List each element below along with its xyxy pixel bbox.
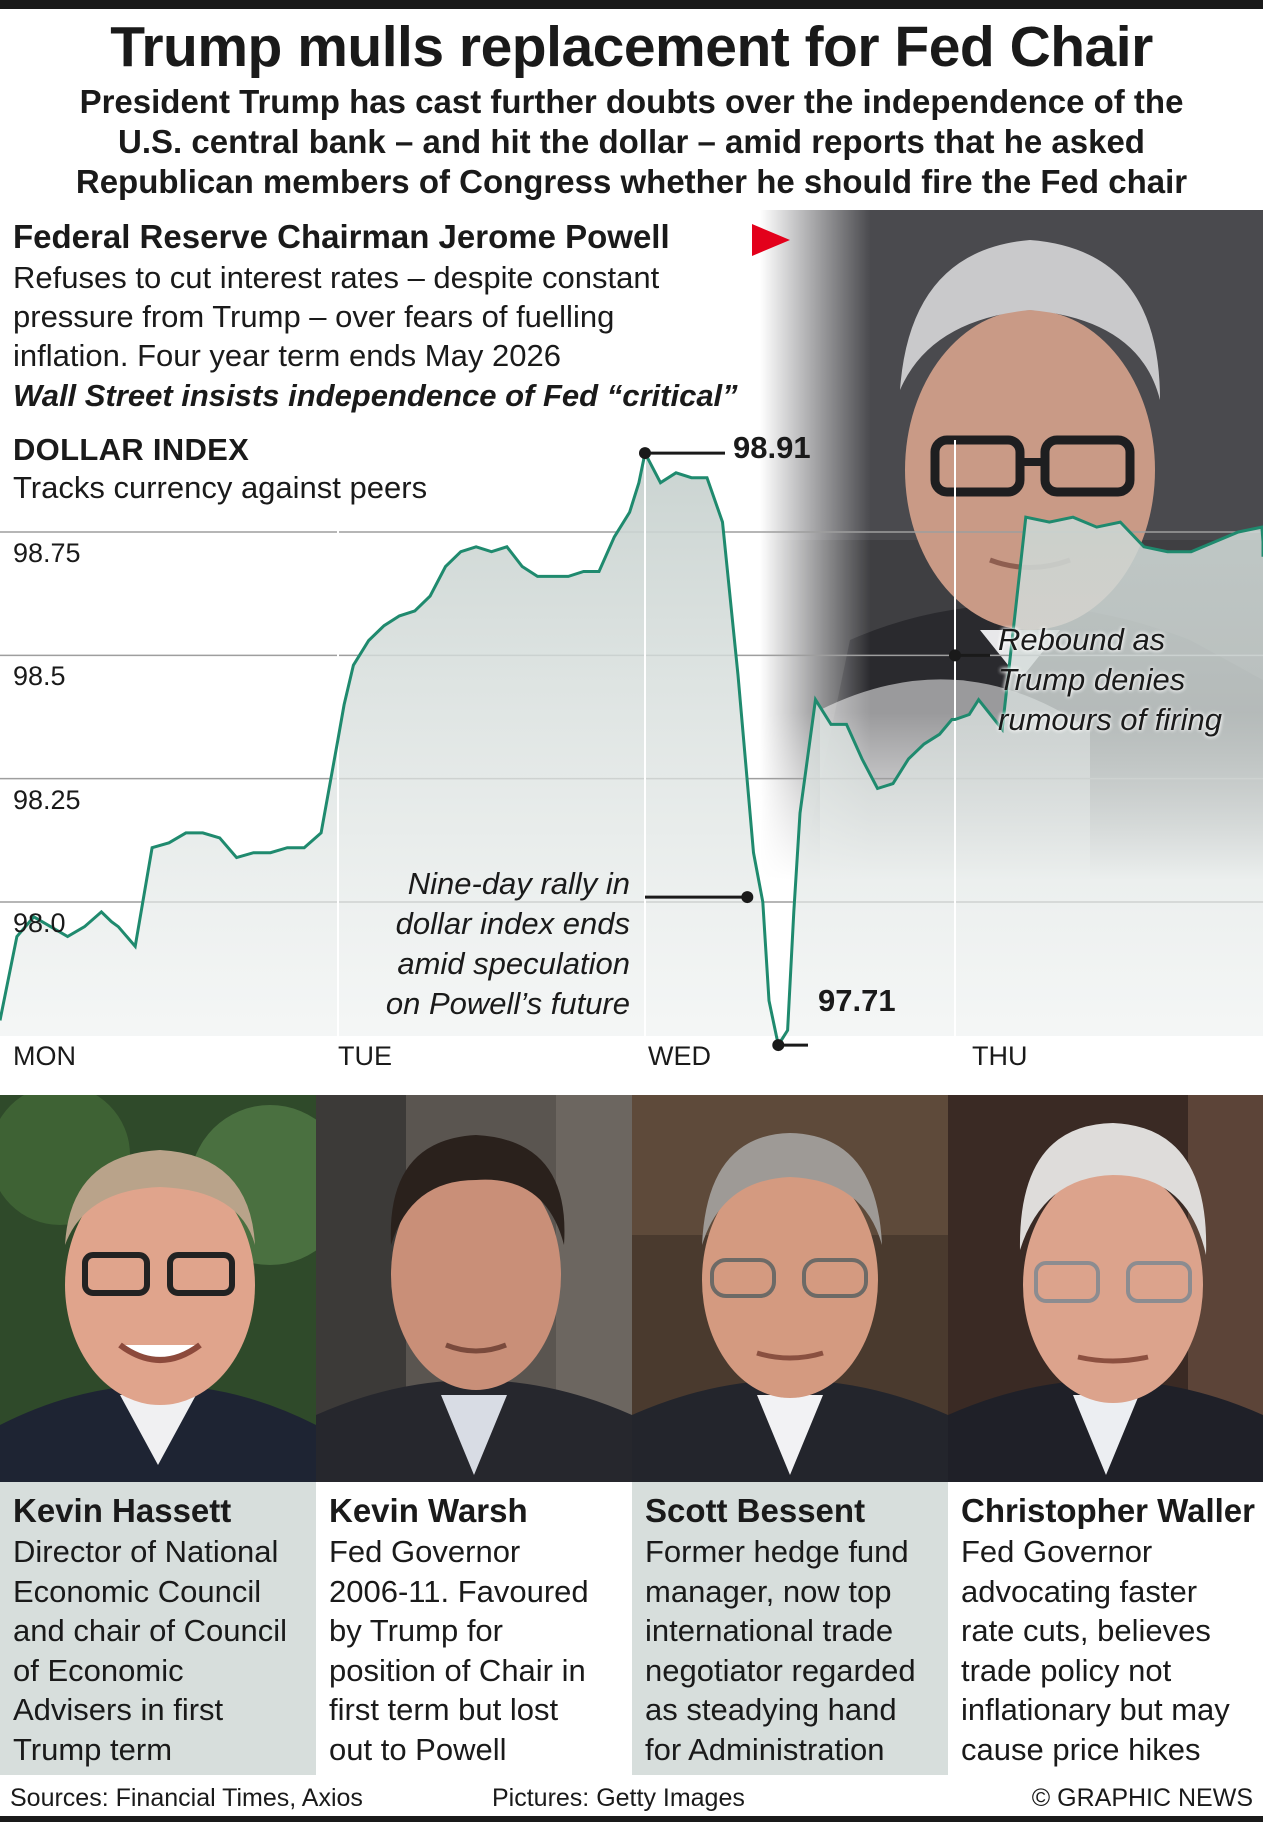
standfirst-line: U.S. central bank – and hit the dollar –… <box>118 123 1145 160</box>
y-tick-label: 98.5 <box>13 661 66 692</box>
candidate-panels: Kevin Hassett Director of National Econo… <box>0 1095 1263 1775</box>
description-line: inflationary but may <box>961 1692 1230 1727</box>
candidate-info: Kevin Hassett Director of National Econo… <box>0 1482 316 1775</box>
description-line: Economic Council <box>13 1573 262 1609</box>
rebound-annotation: Rebound as Trump denies rumours of firin… <box>998 620 1222 740</box>
peak-value-label: 98.91 <box>733 430 811 465</box>
annotation-line: on Powell’s future <box>385 986 630 1021</box>
candidate-card-bessent: Scott Bessent Former hedge fund manager,… <box>632 1095 948 1775</box>
description-line: Trump term <box>13 1731 173 1767</box>
powell-description: Refuses to cut interest rates – despite … <box>13 258 773 375</box>
standfirst-line: Republican members of Congress whether h… <box>75 163 1188 200</box>
candidate-card-hassett: Kevin Hassett Director of National Econo… <box>0 1095 316 1775</box>
pointer-arrow-icon <box>752 224 790 256</box>
scott-bessent-photo <box>632 1095 948 1482</box>
low-value-label: 97.71 <box>818 983 896 1018</box>
description-line: manager, now top <box>645 1573 892 1609</box>
bottom-rule <box>0 1816 1263 1822</box>
description-line: 2006-11. Favoured <box>329 1573 589 1609</box>
x-tick-label: MON <box>13 1041 76 1071</box>
description-line: out to Powell <box>329 1731 507 1767</box>
standfirst-line: President Trump has cast further doubts … <box>79 83 1184 120</box>
description-line: negotiator regarded <box>645 1652 916 1688</box>
powell-description-line: Refuses to cut interest rates – despite … <box>13 260 660 295</box>
top-rule <box>0 0 1263 9</box>
y-tick-label: 98.0 <box>13 908 66 938</box>
description-line: as steadying hand <box>645 1692 897 1727</box>
kevin-hassett-photo <box>0 1095 316 1482</box>
candidate-card-waller: Christopher Waller Fed Governor advocati… <box>948 1095 1263 1775</box>
dollar-index-area <box>0 453 1263 1046</box>
headline: Trump mulls replacement for Fed Chair <box>110 15 1153 79</box>
description-line: Fed Governor <box>329 1534 521 1569</box>
description-line: first term but lost <box>329 1692 559 1727</box>
candidate-name: Kevin Hassett <box>13 1492 232 1529</box>
candidate-name: Kevin Warsh <box>329 1492 528 1529</box>
description-line: cause price hikes <box>961 1731 1201 1767</box>
annotation-line: Nine-day rally in <box>407 866 630 901</box>
annotation-line: dollar index ends <box>395 906 630 941</box>
standfirst: President Trump has cast further doubts … <box>20 82 1243 202</box>
powell-name: Federal Reserve Chairman Jerome Powell <box>13 218 670 255</box>
candidate-info: Christopher Waller Fed Governor advocati… <box>948 1482 1263 1775</box>
description-line: Former hedge fund <box>645 1534 909 1569</box>
y-tick-label: 98.25 <box>13 784 81 815</box>
annotation-line: rumours of firing <box>998 702 1222 737</box>
description-line: of Economic <box>13 1652 184 1688</box>
description-line: international trade <box>645 1613 894 1648</box>
description-line: and chair of Council <box>13 1613 287 1648</box>
dollar-index-chart <box>0 440 1263 1052</box>
x-tick-label: THU <box>972 1041 1028 1071</box>
description-line: position of Chair in <box>329 1652 586 1688</box>
wall-street-quote: Wall Street insists independence of Fed … <box>13 378 738 413</box>
description-line: advocating faster <box>961 1573 1198 1609</box>
candidate-description: Former hedge fund manager, now top inter… <box>645 1532 916 1769</box>
chart-subtitle: Tracks currency against peers <box>13 470 428 505</box>
y-tick-label: 98.75 <box>13 538 81 568</box>
rally-ends-annotation: Nine-day rally in dollar index ends amid… <box>300 864 630 1024</box>
candidate-info: Kevin Warsh Fed Governor 2006-11. Favour… <box>316 1482 632 1775</box>
copyright-credit: © GRAPHIC NEWS <box>1031 1784 1253 1812</box>
powell-description-line: inflation. Four year term ends May 2026 <box>13 338 561 373</box>
pictures-credit: Pictures: Getty Images <box>492 1784 745 1812</box>
candidate-info: Scott Bessent Former hedge fund manager,… <box>632 1482 948 1775</box>
chart-title: DOLLAR INDEX <box>13 432 250 467</box>
description-line: Advisers in first <box>13 1692 224 1727</box>
footer: Sources: Financial Times, Axios Pictures… <box>0 1776 1263 1822</box>
description-line: Fed Governor <box>961 1534 1153 1569</box>
annotation-line: amid speculation <box>397 946 630 981</box>
description-line: rate cuts, believes <box>961 1613 1211 1648</box>
candidate-description: Fed Governor 2006-11. Favoured by Trump … <box>329 1532 589 1769</box>
annotation-line: Rebound as <box>998 622 1166 657</box>
candidate-description: Director of National Economic Council an… <box>13 1532 287 1769</box>
description-line: trade policy not <box>961 1652 1172 1688</box>
candidate-card-warsh: Kevin Warsh Fed Governor 2006-11. Favour… <box>316 1095 632 1775</box>
x-tick-label: WED <box>648 1041 711 1071</box>
sources-credit: Sources: Financial Times, Axios <box>10 1784 363 1812</box>
kevin-warsh-photo <box>316 1095 632 1482</box>
powell-description-line: pressure from Trump – over fears of fuel… <box>13 299 615 334</box>
candidate-name: Christopher Waller <box>961 1492 1255 1529</box>
description-line: for Administration <box>645 1731 885 1767</box>
description-line: by Trump for <box>329 1613 503 1648</box>
candidate-name: Scott Bessent <box>645 1492 866 1529</box>
x-tick-label: TUE <box>338 1041 392 1071</box>
candidate-description: Fed Governor advocating faster rate cuts… <box>961 1532 1230 1769</box>
annotation-line: Trump denies <box>998 662 1186 697</box>
description-line: Director of National <box>13 1534 279 1569</box>
christopher-waller-photo <box>948 1095 1263 1482</box>
